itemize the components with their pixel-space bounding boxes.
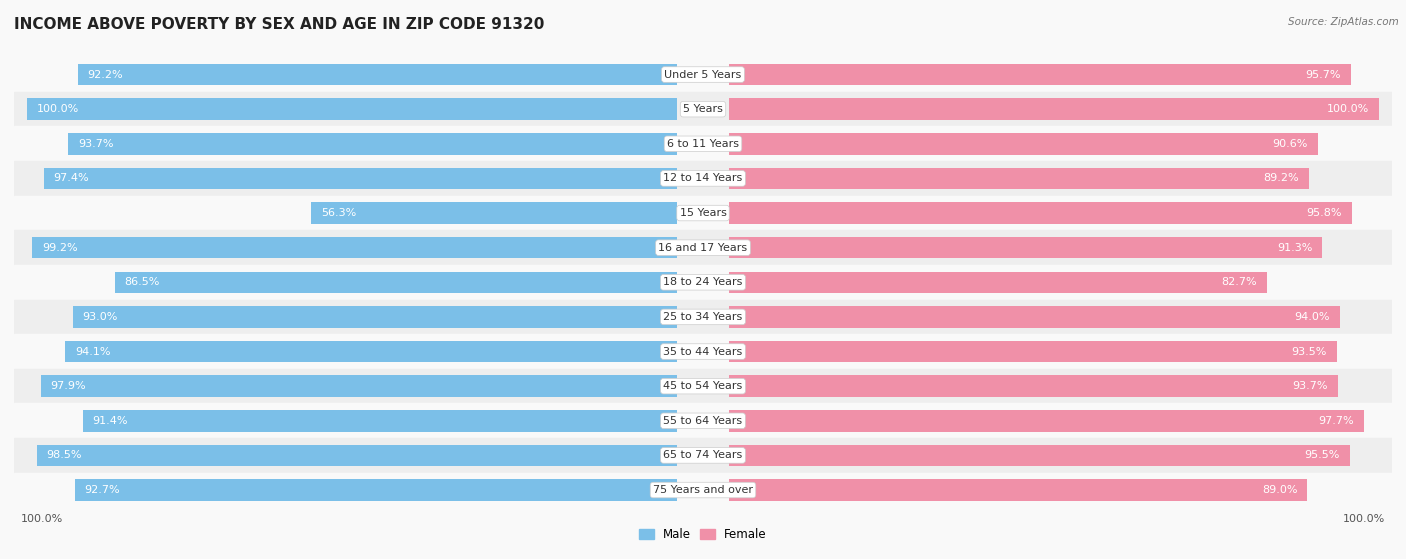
Bar	[14, 369, 1392, 404]
Text: 97.9%: 97.9%	[51, 381, 86, 391]
Bar	[14, 57, 1392, 92]
Text: INCOME ABOVE POVERTY BY SEX AND AGE IN ZIP CODE 91320: INCOME ABOVE POVERTY BY SEX AND AGE IN Z…	[14, 17, 544, 32]
Bar	[14, 404, 1392, 438]
Text: 94.0%: 94.0%	[1295, 312, 1330, 322]
Text: 45 to 54 Years: 45 to 54 Years	[664, 381, 742, 391]
Bar	[83, 410, 678, 432]
Text: 95.7%: 95.7%	[1306, 69, 1341, 79]
Text: 55 to 64 Years: 55 to 64 Years	[664, 416, 742, 426]
Text: Source: ZipAtlas.com: Source: ZipAtlas.com	[1288, 17, 1399, 27]
Text: 93.7%: 93.7%	[77, 139, 114, 149]
Text: 100.0%: 100.0%	[21, 514, 63, 524]
Text: 16 and 17 Years: 16 and 17 Years	[658, 243, 748, 253]
Bar	[66, 341, 678, 362]
Text: 86.5%: 86.5%	[125, 277, 160, 287]
Text: 95.8%: 95.8%	[1306, 208, 1341, 218]
Bar	[14, 334, 1392, 369]
Bar	[728, 341, 1337, 362]
Bar	[27, 98, 678, 120]
Bar	[728, 376, 1339, 397]
Bar	[728, 98, 1379, 120]
Bar	[311, 202, 678, 224]
Bar	[14, 126, 1392, 161]
Bar	[14, 92, 1392, 126]
Bar	[41, 376, 678, 397]
Text: 18 to 24 Years: 18 to 24 Years	[664, 277, 742, 287]
Bar	[14, 265, 1392, 300]
Bar	[37, 445, 678, 466]
Bar	[67, 133, 678, 154]
Text: 91.3%: 91.3%	[1277, 243, 1313, 253]
Bar	[32, 237, 678, 258]
Bar	[14, 230, 1392, 265]
Text: 89.2%: 89.2%	[1264, 173, 1299, 183]
Text: 15 Years: 15 Years	[679, 208, 727, 218]
Text: 5 Years: 5 Years	[683, 104, 723, 114]
Text: 12 to 14 Years: 12 to 14 Years	[664, 173, 742, 183]
Bar	[14, 438, 1392, 473]
Bar	[14, 161, 1392, 196]
Bar	[728, 272, 1267, 293]
Text: 75 Years and over: 75 Years and over	[652, 485, 754, 495]
Text: 99.2%: 99.2%	[42, 243, 77, 253]
Text: 90.6%: 90.6%	[1272, 139, 1308, 149]
Text: 65 to 74 Years: 65 to 74 Years	[664, 451, 742, 461]
Bar	[44, 168, 678, 189]
Bar	[728, 479, 1308, 501]
Text: 100.0%: 100.0%	[37, 104, 79, 114]
Text: 100.0%: 100.0%	[1343, 514, 1385, 524]
Text: 89.0%: 89.0%	[1263, 485, 1298, 495]
Text: 97.7%: 97.7%	[1319, 416, 1354, 426]
Text: 91.4%: 91.4%	[93, 416, 128, 426]
Bar	[728, 64, 1351, 86]
Text: 92.7%: 92.7%	[84, 485, 120, 495]
Bar	[728, 202, 1351, 224]
Text: Under 5 Years: Under 5 Years	[665, 69, 741, 79]
Bar	[728, 410, 1364, 432]
Text: 94.1%: 94.1%	[75, 347, 111, 357]
Bar	[75, 479, 678, 501]
Text: 25 to 34 Years: 25 to 34 Years	[664, 312, 742, 322]
Text: 56.3%: 56.3%	[321, 208, 356, 218]
Bar	[14, 300, 1392, 334]
Bar	[115, 272, 678, 293]
Text: 93.7%: 93.7%	[1292, 381, 1329, 391]
Bar	[73, 306, 678, 328]
Text: 98.5%: 98.5%	[46, 451, 82, 461]
Bar	[14, 196, 1392, 230]
Text: 95.5%: 95.5%	[1305, 451, 1340, 461]
Bar	[728, 168, 1309, 189]
Text: 93.5%: 93.5%	[1292, 347, 1327, 357]
Bar	[728, 445, 1350, 466]
Bar	[728, 133, 1317, 154]
Bar	[728, 237, 1323, 258]
Bar	[14, 473, 1392, 508]
Bar	[77, 64, 678, 86]
Text: 92.2%: 92.2%	[87, 69, 124, 79]
Bar	[728, 306, 1340, 328]
Text: 100.0%: 100.0%	[1327, 104, 1369, 114]
Legend: Male, Female: Male, Female	[634, 523, 772, 546]
Text: 97.4%: 97.4%	[53, 173, 90, 183]
Text: 82.7%: 82.7%	[1222, 277, 1257, 287]
Text: 35 to 44 Years: 35 to 44 Years	[664, 347, 742, 357]
Text: 93.0%: 93.0%	[83, 312, 118, 322]
Text: 6 to 11 Years: 6 to 11 Years	[666, 139, 740, 149]
